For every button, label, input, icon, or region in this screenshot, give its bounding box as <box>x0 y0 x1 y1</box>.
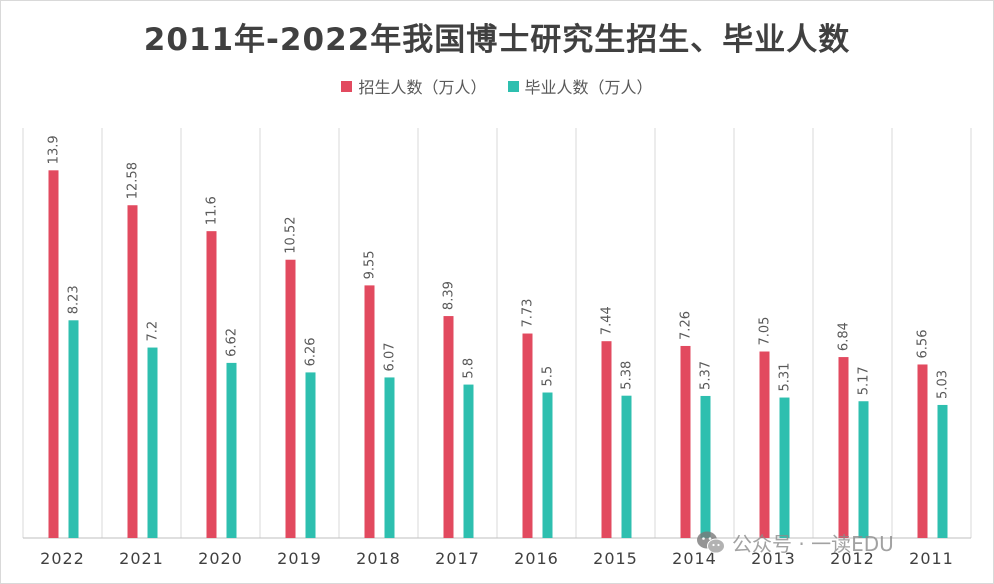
x-tick-label: 2021 <box>119 549 164 568</box>
chart-title: 2011年-2022年我国博士研究生招生、毕业人数 <box>143 22 851 58</box>
x-tick-label: 2011 <box>909 549 954 568</box>
bar-enrollment <box>522 333 533 538</box>
x-tick-label: 2019 <box>277 549 322 568</box>
bar-graduation <box>858 401 869 538</box>
bar-enrollment <box>680 345 691 538</box>
x-tick-label: 2018 <box>356 549 401 568</box>
watermark-text: 公众号 · 一读EDU <box>732 532 894 556</box>
bar-enrollment <box>48 170 59 539</box>
bar-enrollment <box>759 351 770 538</box>
x-tick-label: 2022 <box>40 549 85 568</box>
bar-graduation <box>779 397 790 538</box>
x-tick-label: 2013 <box>751 549 796 568</box>
data-label-enrollment: 12.58 <box>126 162 141 199</box>
legend-item-graduation: 毕业人数（万人） <box>507 74 653 98</box>
data-label-graduation: 5.03 <box>936 370 951 399</box>
data-label-graduation: 5.38 <box>620 361 635 390</box>
bar-graduation <box>384 377 395 538</box>
bar-graduation <box>305 372 316 538</box>
bar-enrollment <box>206 231 217 538</box>
x-tick-label: 2016 <box>514 549 559 568</box>
bar-enrollment <box>601 341 612 538</box>
data-label-graduation: 5.5 <box>541 366 556 387</box>
x-tick-label: 2012 <box>830 549 875 568</box>
watermark: 公众号 · 一读EDU <box>696 528 894 557</box>
data-label-enrollment: 7.73 <box>521 299 536 328</box>
data-label-enrollment: 11.6 <box>205 196 220 225</box>
data-label-enrollment: 13.9 <box>47 135 62 164</box>
bar-graduation <box>147 347 158 538</box>
data-label-graduation: 5.37 <box>699 361 714 390</box>
bar-graduation <box>463 384 474 538</box>
bar-graduation <box>68 320 79 538</box>
data-label-graduation: 7.2 <box>146 321 161 342</box>
bar-graduation <box>621 395 632 538</box>
legend-swatch-graduation <box>507 80 519 92</box>
bar-enrollment <box>443 316 454 538</box>
data-label-enrollment: 7.05 <box>758 317 773 346</box>
bar-enrollment <box>127 205 138 538</box>
x-tick-label: 2020 <box>198 549 243 568</box>
bar-enrollment <box>285 259 296 538</box>
data-label-enrollment: 6.84 <box>837 322 852 351</box>
x-tick-label: 2014 <box>672 549 717 568</box>
wechat-icon <box>697 531 725 553</box>
data-label-enrollment: 10.52 <box>284 217 299 254</box>
data-label-graduation: 6.62 <box>225 328 240 357</box>
legend-label-graduation: 毕业人数（万人） <box>524 78 653 97</box>
data-label-enrollment: 9.55 <box>363 250 378 279</box>
bar-graduation <box>700 395 711 538</box>
bar-enrollment <box>838 357 849 538</box>
data-label-enrollment: 7.44 <box>600 306 615 335</box>
bar-graduation <box>542 392 553 538</box>
bar-enrollment <box>917 364 928 538</box>
data-label-graduation: 5.17 <box>857 366 872 395</box>
legend-item-enrollment: 招生人数（万人） <box>341 74 486 98</box>
legend-swatch-enrollment <box>341 80 353 92</box>
data-label-enrollment: 7.26 <box>679 311 694 340</box>
data-label-graduation: 5.8 <box>462 358 477 379</box>
data-label-graduation: 5.31 <box>778 363 793 392</box>
legend-label-enrollment: 招生人数（万人） <box>358 78 487 97</box>
bar-graduation <box>226 362 237 538</box>
legend: 招生人数（万人） 毕业人数（万人） <box>0 74 994 98</box>
x-tick-label: 2017 <box>435 549 480 568</box>
data-label-enrollment: 8.39 <box>442 281 457 310</box>
x-tick-label: 2015 <box>593 549 638 568</box>
bar-enrollment <box>364 285 375 538</box>
data-label-graduation: 6.07 <box>383 342 398 371</box>
data-label-graduation: 6.26 <box>304 337 319 366</box>
bar-graduation <box>937 404 948 538</box>
data-label-enrollment: 6.56 <box>916 330 931 359</box>
data-label-graduation: 8.23 <box>67 285 82 314</box>
